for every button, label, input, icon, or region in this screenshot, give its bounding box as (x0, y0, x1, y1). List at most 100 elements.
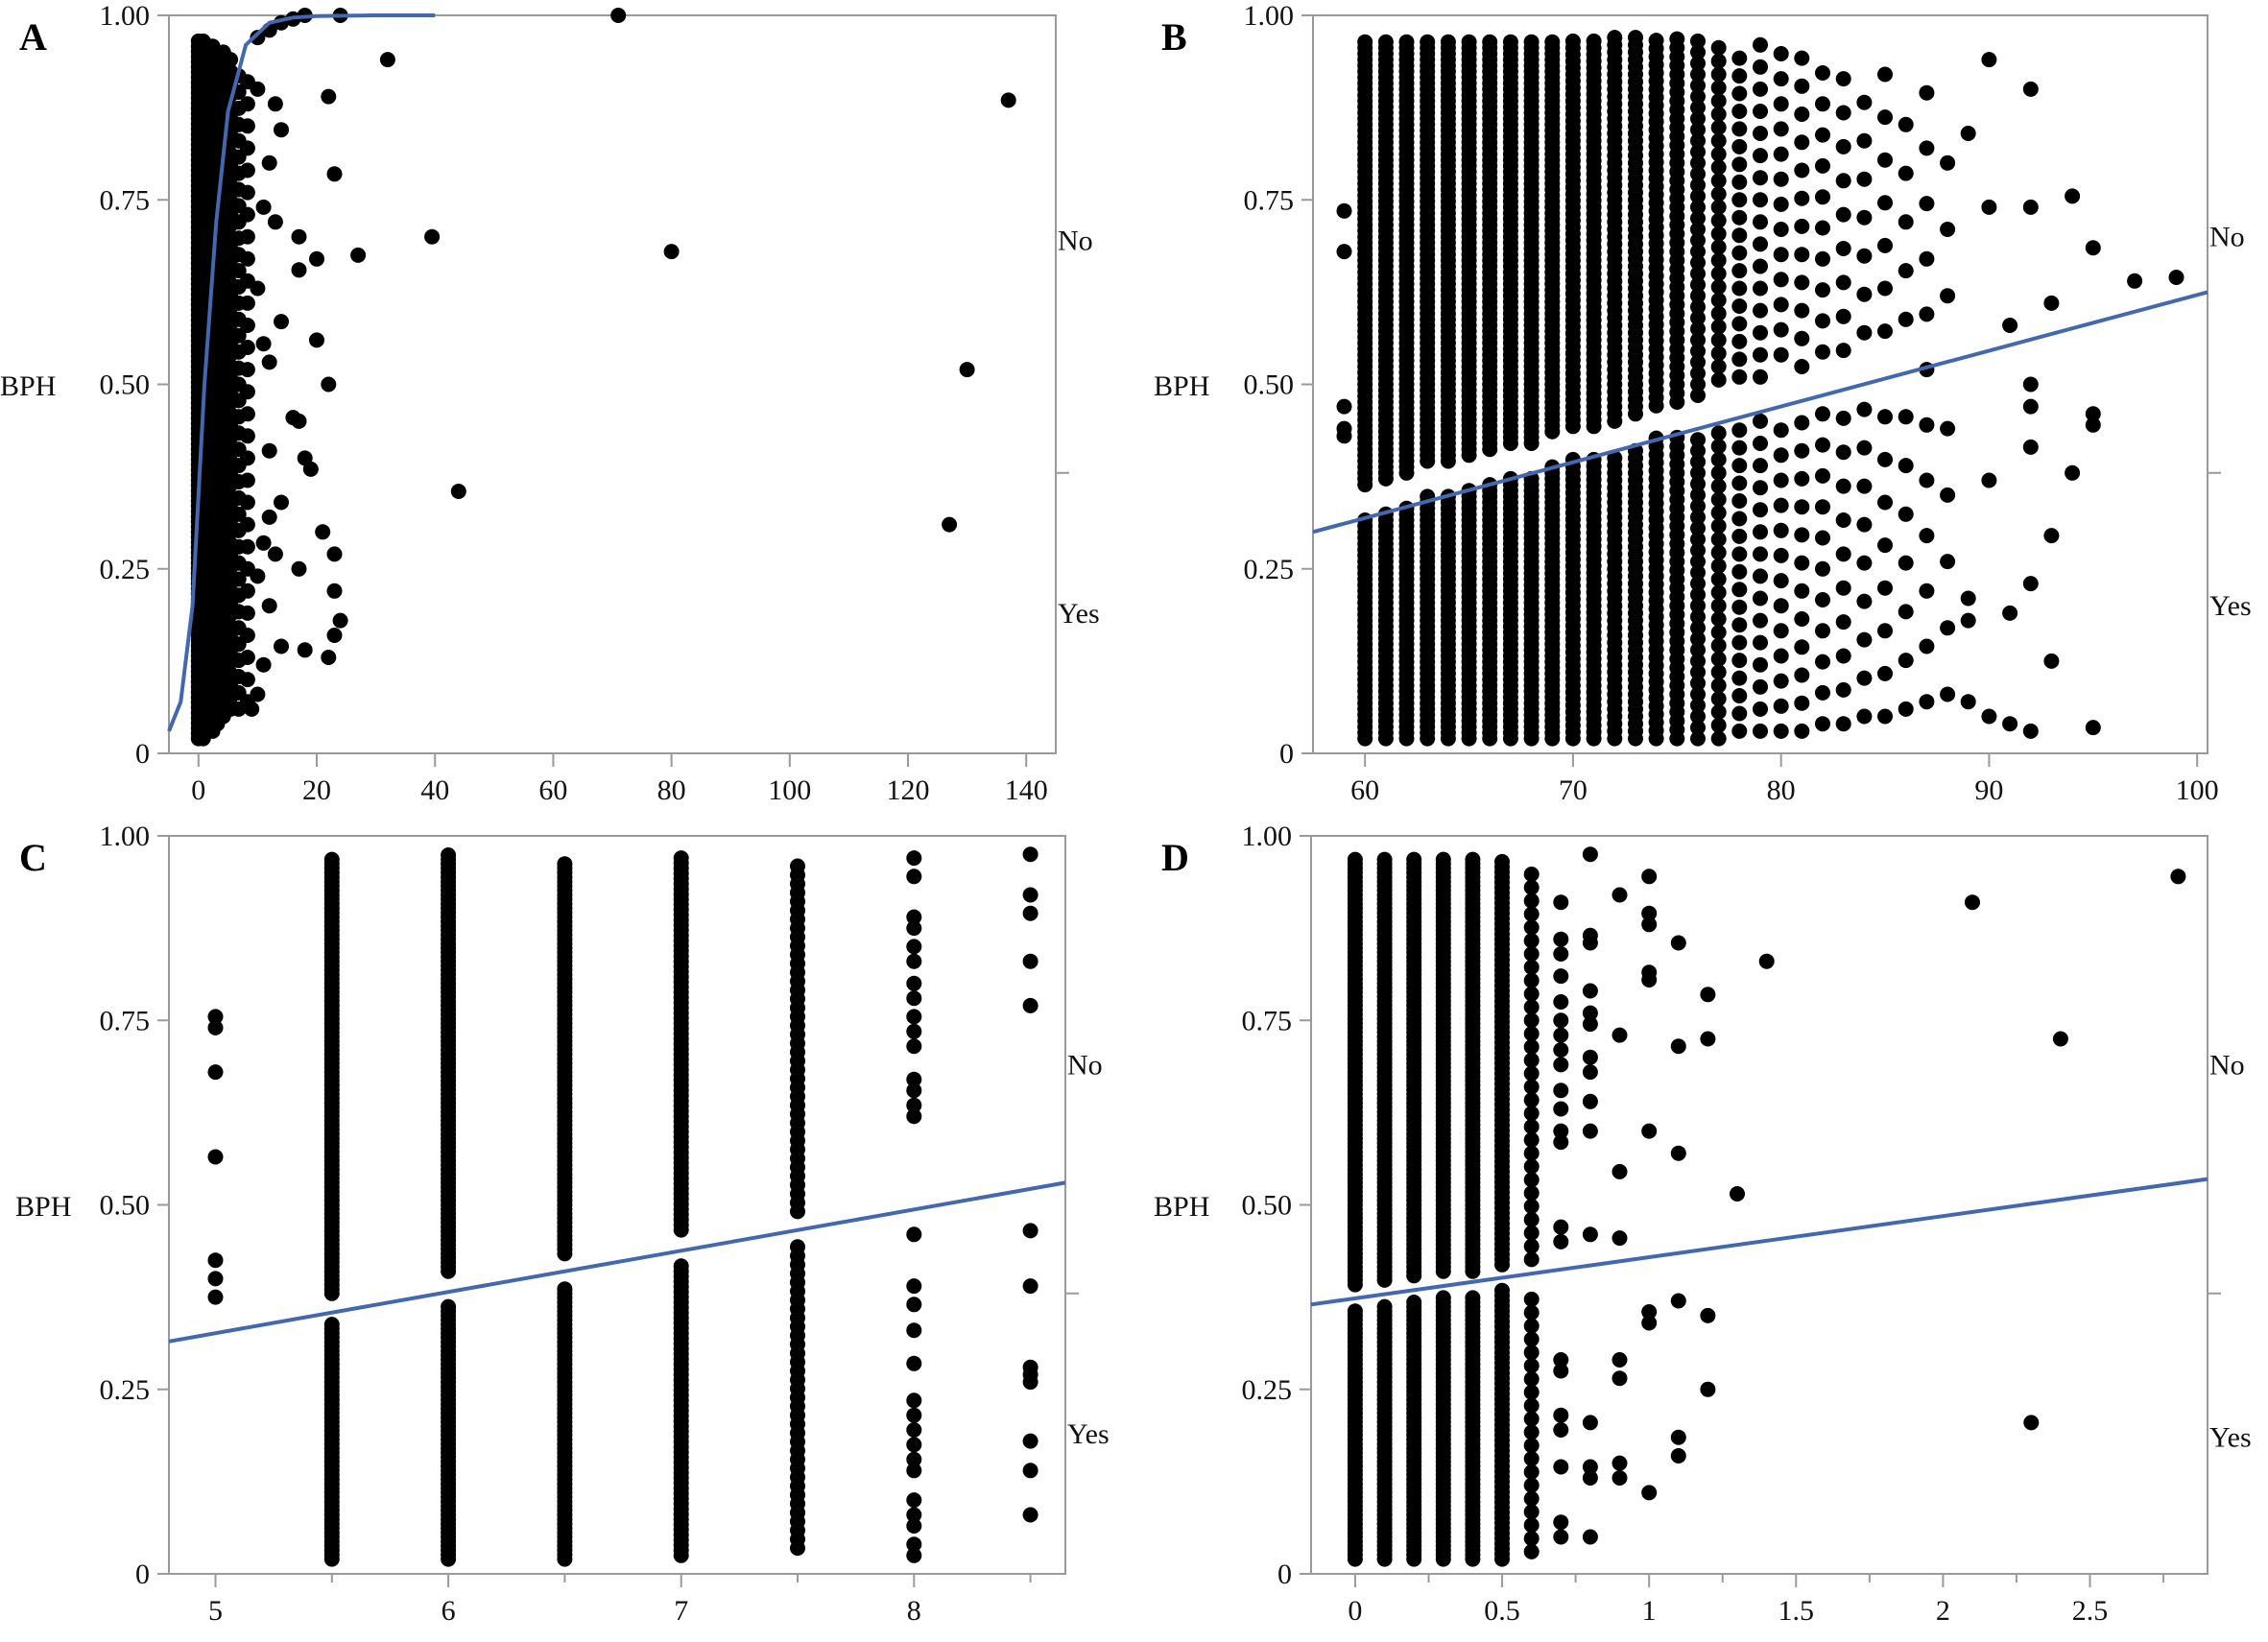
chart-b-point (1773, 497, 1789, 513)
chart-b-point (1835, 478, 1851, 494)
chart-a-point (239, 96, 255, 112)
chart-b-point (1898, 311, 1914, 327)
chart-d-point (1553, 1101, 1569, 1117)
chart-a-category-label-yes: Yes (1058, 598, 1100, 630)
chart-d-point (1523, 1185, 1540, 1202)
chart-a-point (239, 206, 255, 223)
chart-d-point (1553, 1363, 1569, 1379)
chart-b-point (1690, 653, 1706, 669)
chart-a-plot-frame (168, 14, 1057, 754)
chart-b-point (1710, 359, 1727, 374)
chart-b-xtick-label: 70 (1559, 774, 1588, 806)
chart-d-point (1347, 1303, 1363, 1320)
chart-b-point (1877, 451, 1893, 467)
chart-b-ylabel: BPH (1154, 370, 1209, 402)
chart-b-point (1794, 247, 1810, 263)
chart-d-point (1553, 968, 1569, 985)
chart-c-point (906, 1009, 922, 1025)
chart-b-point (1731, 546, 1748, 562)
chart-b-point (1773, 222, 1789, 237)
chart-b-point (1690, 698, 1706, 713)
chart-b-point (2085, 406, 2101, 422)
chart-a-point (274, 314, 289, 330)
chart-b-point (1773, 522, 1789, 538)
chart-b-point (1773, 321, 1789, 338)
chart-b-point (1731, 653, 1748, 669)
chart-d-point (1582, 983, 1598, 999)
chart-b-point (1710, 159, 1727, 176)
chart-b-point (2002, 318, 2018, 333)
chart-a-points (190, 8, 1016, 747)
chart-c-point (906, 1547, 922, 1563)
chart-c-ytick-label: 0.50 (100, 1190, 151, 1222)
chart-b-point (1710, 571, 1727, 587)
chart-b-point (1440, 34, 1456, 50)
chart-b-point (1815, 282, 1830, 298)
chart-a-point (255, 656, 272, 673)
chart-d-point (1641, 1315, 1658, 1331)
chart-b-point (1690, 88, 1706, 105)
chart-b-point (1898, 555, 1914, 571)
chart-b-point (1773, 96, 1789, 112)
chart-a-ytick-label: 0.50 (100, 369, 151, 401)
chart-d-point (1523, 1291, 1540, 1307)
chart-d-point (1553, 1233, 1569, 1249)
chart-d-point (1523, 1079, 1540, 1095)
chart-b-point (1815, 189, 1830, 205)
chart-b-point (1753, 346, 1768, 363)
chart-b-point (1731, 475, 1748, 491)
chart-b-point (2022, 398, 2039, 415)
chart-c-point (906, 1492, 922, 1509)
chart-d-point (1582, 935, 1598, 951)
chart-a-point (379, 52, 395, 68)
chart-c-point (906, 1422, 922, 1438)
chart-b-point (1690, 376, 1706, 393)
chart-b-point (1835, 648, 1851, 664)
chart-b-point (1398, 34, 1415, 50)
chart-b-point (1731, 280, 1748, 297)
chart-d-point (1553, 1134, 1569, 1151)
chart-b-point (1753, 236, 1768, 252)
chart-a-point (239, 318, 255, 333)
chart-a-point (326, 546, 343, 562)
chart-c-point (1022, 997, 1039, 1013)
chart-b-point (1773, 673, 1789, 689)
chart-c-category-label-yes: Yes (1067, 1418, 1110, 1450)
chart-b-point (1710, 53, 1727, 69)
chart-a-point (239, 118, 255, 134)
chart-b-point (1710, 730, 1727, 747)
chart-a-point (230, 571, 247, 587)
chart-b-point (1690, 210, 1706, 226)
chart-a-ytick-label: 0.25 (100, 554, 151, 585)
chart-b-panel-letter: B (1161, 15, 1187, 59)
chart-d-point (1523, 1424, 1540, 1440)
chart-c-point (1022, 905, 1039, 921)
chart-b-point (1731, 440, 1748, 456)
chart-b-point (1690, 166, 1706, 182)
chart-b-point (1710, 478, 1727, 494)
chart-d-point (1553, 946, 1569, 962)
chart-b-point (1981, 52, 1997, 68)
chart-b-point (1835, 614, 1851, 631)
chart-b-point (1607, 30, 1623, 46)
chart-b-point (1690, 598, 1706, 614)
chart-d-point (1523, 972, 1540, 988)
chart-a-point (261, 155, 277, 171)
chart-b-point (1753, 656, 1768, 673)
chart-c-xtick-label: 5 (208, 1595, 223, 1627)
chart-d-ytick-label: 0.75 (1242, 1005, 1293, 1036)
chart-b-point (1710, 371, 1727, 388)
chart-b-point (1815, 437, 1830, 453)
chart-d-point (1582, 1093, 1598, 1109)
panel-c: C 0 0.25 0.50 0.75 1.00 5 6 7 8 BPH No Yes (0, 821, 1133, 1642)
chart-b-point (1919, 196, 1935, 212)
chart-d-point (1670, 1293, 1686, 1309)
chart-b-point (1710, 93, 1727, 109)
chart-b-point (1690, 675, 1706, 691)
chart-b-point (1731, 104, 1748, 119)
chart-b-point (1690, 66, 1706, 83)
chart-c-point (906, 1507, 922, 1523)
chart-c-point (906, 1355, 922, 1371)
chart-d-xtick-label: 0 (1348, 1595, 1362, 1627)
